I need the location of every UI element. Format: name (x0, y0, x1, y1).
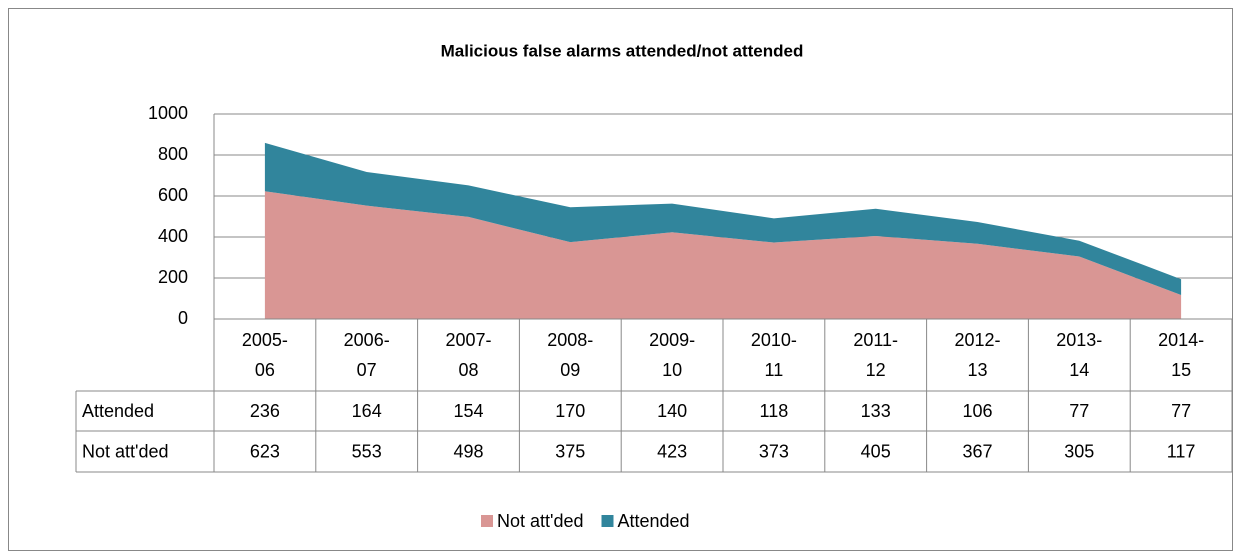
legend-label: Attended (618, 511, 690, 531)
y-tick-label: 800 (158, 144, 188, 164)
table-value: 117 (1167, 441, 1196, 461)
x-tick-label: 2010-11 (750, 330, 797, 380)
table-value: 77 (1069, 401, 1089, 421)
table-value: 236 (250, 401, 280, 421)
x-tick-label: 2013-14 (1056, 330, 1103, 380)
y-tick-label: 400 (158, 226, 188, 246)
table-row-label: Not att'ded (82, 441, 169, 461)
table-value: 164 (352, 401, 382, 421)
table-row-label: Attended (82, 401, 154, 421)
x-tick-label: 2011-12 (853, 330, 899, 380)
x-tick-label: 2007-08 (445, 330, 492, 380)
table-value: 423 (657, 441, 687, 461)
x-tick-label: 2006-07 (343, 330, 390, 380)
chart-title: Malicious false alarms attended/not atte… (441, 41, 804, 60)
y-tick-label: 600 (158, 185, 188, 205)
area (264, 191, 1182, 319)
table-value: 106 (962, 401, 992, 421)
table-value: 373 (759, 441, 789, 461)
table-value: 367 (962, 441, 992, 461)
x-tick-label: 2008-09 (547, 330, 594, 380)
table-value: 133 (861, 401, 891, 421)
table-value: 118 (760, 401, 789, 421)
y-tick-label: 0 (178, 308, 188, 328)
table-value: 498 (453, 441, 483, 461)
table-value: 553 (352, 441, 382, 461)
table-value: 623 (250, 441, 280, 461)
table-value: 305 (1064, 441, 1094, 461)
area (264, 142, 1182, 296)
table-value: 77 (1171, 401, 1191, 421)
table-value: 140 (657, 401, 687, 421)
x-tick-label: 2005-06 (241, 330, 288, 380)
table-value: 405 (861, 441, 891, 461)
table-value: 375 (555, 441, 585, 461)
table-value: 170 (555, 401, 585, 421)
legend-swatch (601, 515, 614, 527)
x-tick-label: 2012-13 (954, 330, 1001, 380)
table-value: 154 (453, 401, 483, 421)
x-tick-label: 2009-10 (649, 330, 696, 380)
legend-swatch (481, 515, 493, 527)
legend-label: Not att'ded (497, 511, 584, 531)
y-tick-label: 200 (158, 267, 188, 287)
y-tick-label: 1000 (148, 103, 188, 123)
x-tick-label: 2014-15 (1158, 330, 1205, 380)
